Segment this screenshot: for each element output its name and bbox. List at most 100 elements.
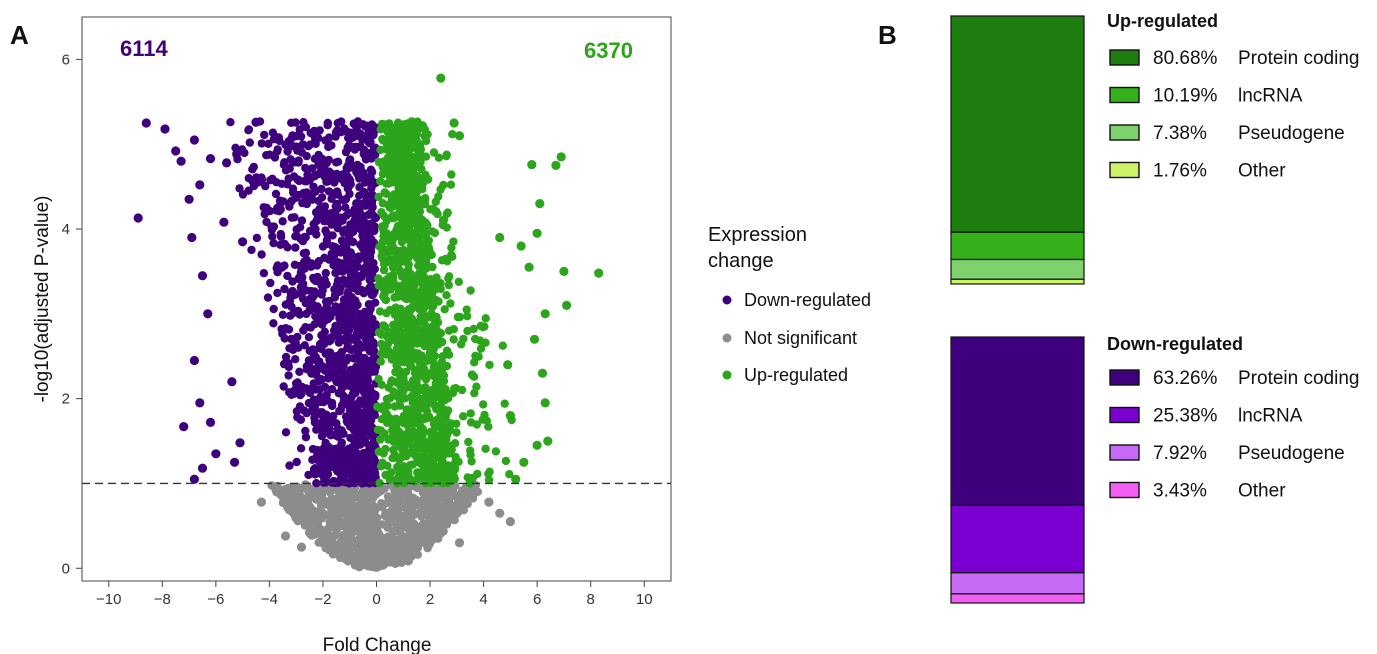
down-point — [340, 308, 350, 317]
x-tick-label: 10 — [636, 591, 653, 608]
ns-point — [331, 531, 340, 540]
down-point — [226, 118, 235, 127]
down-point — [308, 164, 317, 173]
down-point — [341, 203, 350, 212]
down-point — [283, 147, 292, 156]
up-point — [393, 332, 402, 341]
ns-outlier — [505, 517, 515, 527]
up-point — [414, 444, 424, 453]
up-point — [500, 399, 509, 408]
down-point — [287, 302, 296, 312]
up-point — [388, 233, 397, 242]
up-outlier — [594, 268, 604, 278]
down-point — [347, 251, 356, 260]
up-point — [396, 186, 405, 196]
up-point — [480, 410, 489, 420]
up-point — [394, 202, 404, 211]
down-point — [295, 367, 304, 376]
up-point — [378, 163, 387, 172]
down-point — [369, 258, 378, 268]
ns-point — [423, 544, 432, 553]
up-outlier — [516, 241, 526, 251]
down-point — [290, 213, 299, 222]
ns-point — [400, 533, 410, 542]
down-outlier — [238, 237, 248, 247]
up-point — [416, 216, 425, 225]
ns-point — [288, 506, 297, 516]
up-outlier — [449, 118, 459, 128]
ns-point — [406, 547, 415, 556]
down-point — [244, 125, 254, 134]
down-outlier — [184, 194, 194, 204]
down-point — [369, 346, 379, 355]
legend-swatch — [1109, 369, 1140, 386]
down-point — [291, 355, 300, 364]
up-point — [395, 208, 404, 217]
down-point — [340, 124, 349, 133]
ns-point — [302, 494, 311, 503]
up-point — [382, 394, 392, 404]
up-point — [428, 262, 437, 272]
up-point — [421, 294, 430, 303]
up-point — [485, 360, 494, 370]
ns-point — [318, 527, 327, 536]
ns-point — [433, 498, 443, 508]
up-point — [478, 322, 488, 332]
ns-point — [464, 491, 473, 501]
down-point — [281, 428, 291, 437]
down-point — [364, 137, 373, 146]
down-point — [317, 184, 326, 194]
legend-title-line1: Expression — [708, 224, 807, 246]
down-point — [283, 271, 292, 281]
ns-point — [355, 549, 364, 558]
ns-point — [283, 498, 292, 507]
legend-swatch — [1109, 161, 1140, 179]
ns-outlier — [495, 508, 505, 518]
up-point — [378, 224, 387, 233]
up-point — [479, 400, 488, 409]
up-point — [481, 444, 490, 453]
up-outlier — [519, 457, 529, 467]
up-point — [436, 185, 445, 194]
x-tick-label: −2 — [314, 591, 331, 608]
down-point — [272, 206, 281, 215]
up-point — [450, 384, 459, 393]
up-point — [466, 286, 475, 295]
ns-point — [409, 509, 419, 518]
down-point — [292, 457, 301, 467]
ns-point — [340, 517, 349, 527]
down-point — [272, 264, 281, 273]
down-point — [365, 283, 374, 293]
up-point — [378, 254, 387, 263]
up-point — [421, 152, 431, 161]
down-outlier — [205, 154, 216, 164]
up-point — [403, 341, 412, 351]
ns-point — [361, 560, 371, 569]
ns-point — [419, 494, 428, 503]
down-point — [325, 355, 334, 364]
down-point — [343, 454, 352, 463]
down-point — [291, 118, 300, 127]
up-point — [412, 323, 421, 333]
down-point — [284, 371, 293, 380]
down-point — [360, 408, 369, 417]
down-point — [353, 439, 362, 448]
ns-outlier — [454, 538, 465, 548]
ns-point — [361, 545, 370, 554]
up-point — [424, 312, 433, 321]
down-point — [371, 298, 380, 307]
up-point — [485, 467, 494, 476]
segment-other — [950, 278, 1085, 285]
down-point — [305, 226, 315, 236]
up-point — [408, 177, 417, 186]
down-outlier — [171, 146, 181, 156]
up-outlier — [505, 411, 515, 421]
down-point — [287, 196, 296, 205]
ns-point — [449, 504, 458, 514]
up-point — [437, 357, 447, 367]
down-point — [318, 286, 327, 295]
up-point — [378, 343, 388, 352]
up-point — [390, 402, 399, 411]
down-outlier — [160, 124, 170, 134]
